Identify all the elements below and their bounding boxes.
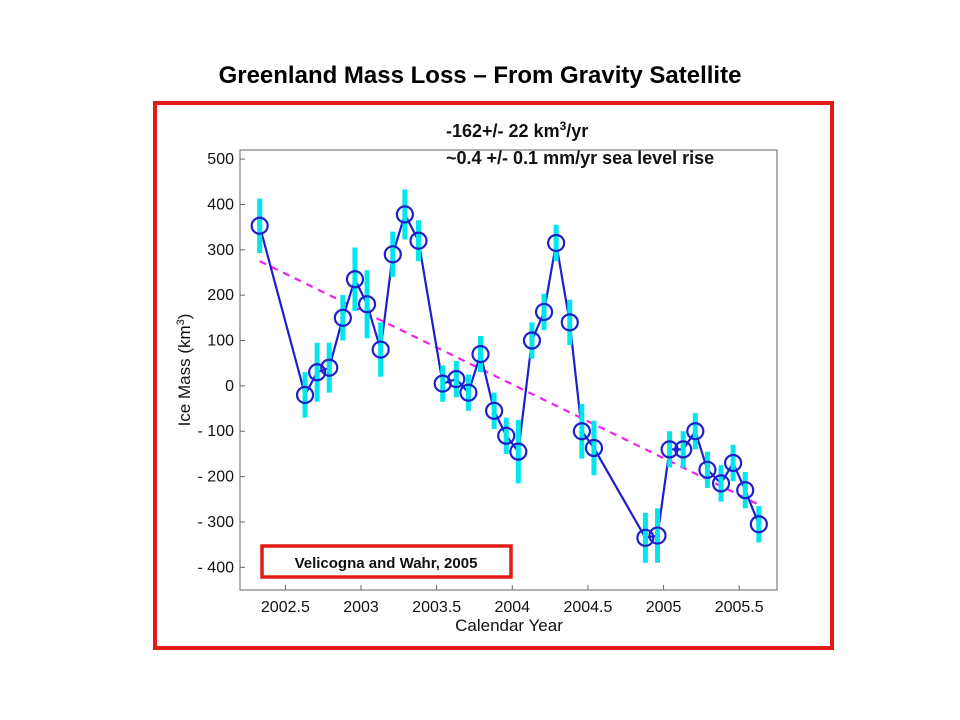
data-point [636, 528, 655, 547]
data-point [698, 460, 717, 479]
x-axis-label: Calendar Year [455, 616, 563, 635]
trend-line [259, 260, 763, 508]
y-tick-label: 200 [207, 287, 234, 304]
trend-annotation-line1: -162+/- 22 km3/yr [446, 119, 588, 141]
data-point [686, 422, 705, 441]
data-point [383, 245, 402, 264]
data-point [497, 426, 516, 445]
data-point [357, 295, 377, 314]
data-point [395, 205, 414, 224]
data-point [250, 216, 269, 235]
error-bars [257, 189, 762, 563]
data-point [724, 453, 743, 473]
x-tick-label: 2005 [646, 599, 682, 616]
y-axis-label: Ice Mass (km3) [175, 314, 194, 427]
x-tick-label: 2003.5 [412, 599, 461, 616]
y-tick-label: 300 [207, 242, 234, 259]
trend-annotation-line2: ~0.4 +/- 0.1 mm/yr sea level rise [446, 148, 714, 168]
x-tick-label: 2004 [494, 599, 530, 616]
data-point [749, 515, 768, 534]
y-tick-label: 400 [207, 196, 234, 213]
data-point [308, 363, 327, 382]
data-point [295, 385, 315, 405]
citation-box [260, 544, 513, 579]
y-tick-label: 0 [225, 378, 234, 395]
data-point [320, 358, 339, 377]
y-axis: 500 400 300 200 100 0 - 100 - 200 - 300 - 400 [198, 151, 245, 576]
data-point [547, 233, 566, 253]
x-tick-label: 2004.5 [563, 599, 612, 616]
data-point [560, 313, 579, 332]
data-point [409, 231, 428, 250]
x-tick-label: 2003 [343, 599, 379, 616]
data-point [459, 383, 478, 402]
data-point [345, 270, 365, 289]
y-tick-label: 100 [207, 333, 234, 350]
data-point [534, 302, 554, 322]
data-point [674, 440, 693, 459]
x-axis: 2002.5 2003 2003.5 2004 2004.5 2005 2005.5 [261, 585, 764, 616]
series-line [258, 211, 760, 540]
plot-area [239, 149, 778, 591]
y-tick-label: - 200 [198, 469, 235, 486]
citation-label: Velicogna and Wahr, 2005 [295, 555, 478, 572]
data-point [711, 474, 731, 493]
y-tick-label: - 100 [198, 423, 235, 440]
y-tick-label: - 300 [198, 514, 235, 531]
data-point [333, 308, 352, 327]
data-point [572, 422, 591, 441]
data-point [584, 438, 604, 458]
data-point [660, 440, 679, 459]
y-tick-label: 500 [207, 151, 234, 168]
data-point [471, 345, 490, 364]
x-tick-label: 2005.5 [715, 599, 764, 616]
data-point [736, 481, 755, 500]
x-tick-label: 2002.5 [261, 599, 310, 616]
data-point [447, 369, 466, 389]
data-point [371, 340, 390, 359]
data-point [485, 401, 504, 420]
data-point [648, 526, 667, 545]
slide-title: Greenland Mass Loss – From Gravity Satel… [218, 62, 742, 89]
data-point [522, 331, 542, 350]
data-markers [250, 205, 768, 547]
data-point [509, 442, 528, 461]
y-tick-label: - 400 [198, 559, 235, 576]
